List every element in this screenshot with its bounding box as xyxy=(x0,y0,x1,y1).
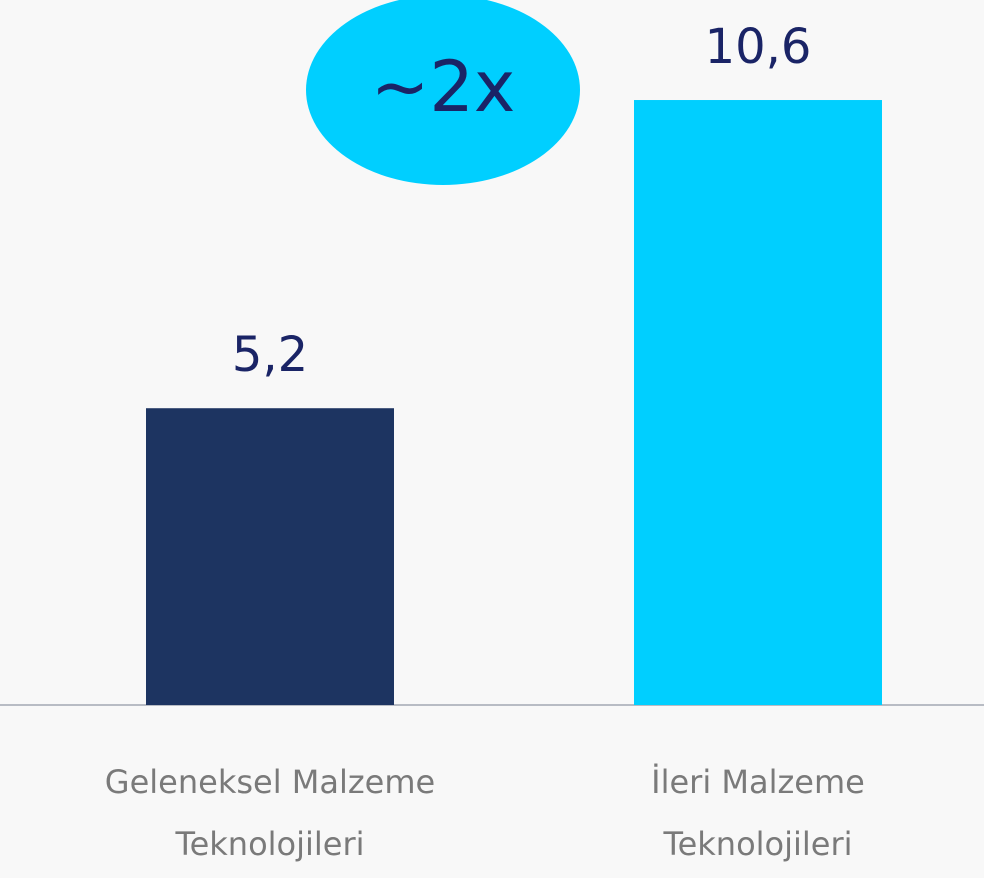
value-label: 10,6 xyxy=(705,19,812,75)
x-tick-label: Geleneksel Malzeme Teknolojileri xyxy=(104,763,436,863)
x-tick-label: İleri Malzeme Teknolojileri xyxy=(651,763,865,863)
annotation: ~2x xyxy=(371,46,516,128)
value-label: 5,2 xyxy=(232,327,308,383)
bar xyxy=(146,408,394,705)
bar xyxy=(634,100,882,705)
annotation-bubble xyxy=(306,0,580,185)
